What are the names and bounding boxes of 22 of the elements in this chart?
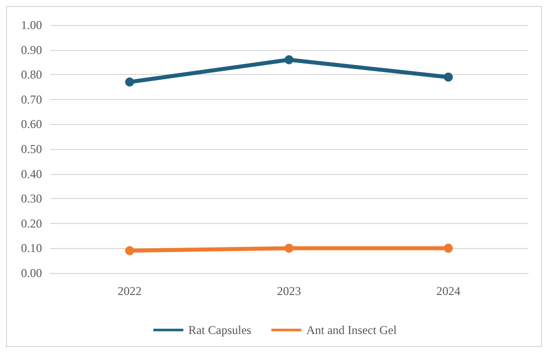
y-tick-label: 0.40 [21,166,42,181]
legend-label: Ant and Insect Gel [306,323,398,337]
x-tick-label: 2022 [118,284,142,298]
x-tick-label: 2023 [277,284,301,298]
y-tick-label: 0.20 [21,216,42,230]
y-tick-label: 0.30 [21,192,42,206]
point [125,246,134,256]
y-tick-label: 0.60 [21,117,42,132]
y-tick-label: 0.50 [21,142,42,156]
y-tick-label: 0.10 [21,241,42,256]
y-tick-label: 0.00 [21,266,42,280]
point [444,244,453,253]
y-tick-label: 0.70 [21,92,42,106]
y-tick-label: 0.90 [21,42,42,57]
y-tick-label: 1.00 [21,18,42,32]
legend-label: Rat Capsules [188,323,252,337]
y-tick-label: 0.80 [21,68,42,82]
point [284,55,294,64]
point [444,72,453,82]
point [125,78,134,87]
point [284,244,294,253]
x-tick-label: 2024 [436,284,460,298]
